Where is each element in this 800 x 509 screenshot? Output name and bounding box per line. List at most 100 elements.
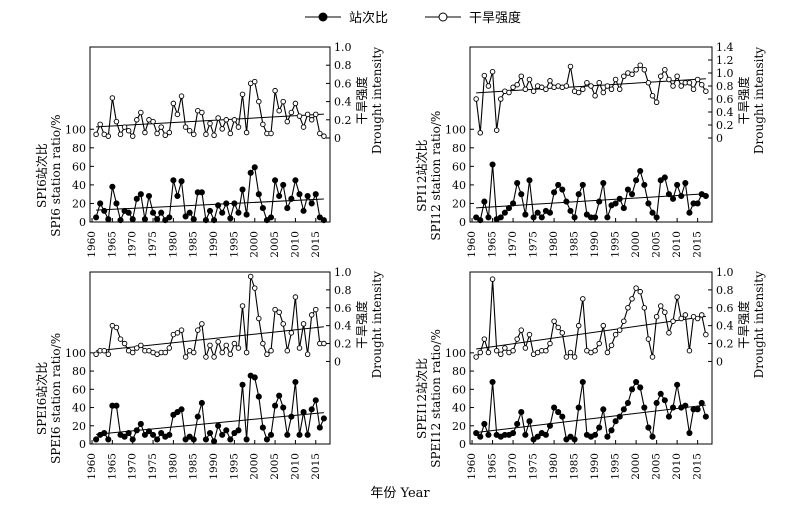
ratio-point: [267, 214, 275, 221]
ratio-point: [243, 436, 250, 443]
intensity-point: [571, 354, 578, 360]
ratio-point: [280, 404, 287, 411]
ratio-point: [316, 424, 323, 431]
ratio-point: [686, 209, 693, 216]
intensity-point: [674, 73, 680, 79]
intensity-point: [268, 130, 274, 137]
intensity-point: [694, 315, 701, 322]
x-tick-label: 2000: [630, 453, 642, 480]
intensity-point: [292, 100, 299, 107]
ratio-point: [137, 191, 144, 198]
intensity-point: [174, 111, 181, 118]
right-tick-label: 0.8: [334, 59, 352, 72]
intensity-point: [563, 83, 570, 89]
intensity-point: [514, 336, 520, 342]
left-tick-label: 40: [72, 402, 86, 415]
panel-spei12: 1960 1965 1970 1975 1980 1985 1990 1995 2000 2005…: [415, 266, 766, 480]
intensity-point: [559, 330, 566, 336]
ratio-point: [633, 177, 640, 184]
ratio-point: [698, 399, 705, 407]
x-tick-label: 1970: [127, 231, 139, 258]
intensity-point: [219, 126, 225, 132]
ratio-point: [526, 177, 533, 184]
ratio-point: [526, 418, 533, 425]
intensity-point: [313, 111, 319, 118]
right-tick-label: 0.8: [334, 284, 352, 297]
intensity-point: [567, 349, 574, 356]
series-line: [95, 80, 325, 138]
left-tick-label: 80: [452, 142, 466, 155]
ratio-point: [534, 433, 541, 440]
panel-spi6: 1960 1965 1970 1975 1980 1985 1990 1995 2000 2005…: [35, 41, 384, 258]
intensity-point: [138, 342, 144, 349]
intensity-point: [268, 347, 274, 354]
intensity-point: [231, 117, 238, 123]
intensity-point: [113, 118, 120, 125]
left-tick-label: 60: [452, 160, 466, 173]
intensity-point: [215, 339, 221, 345]
ratio-point: [575, 191, 582, 198]
ratio-point: [97, 200, 104, 207]
ratio-point: [485, 431, 492, 438]
intensity-point: [543, 347, 549, 354]
left-tick-label: 0: [459, 438, 466, 451]
ratio-point: [198, 399, 205, 407]
intensity-point: [296, 113, 303, 119]
ratio-point: [583, 211, 590, 218]
intensity-point: [239, 91, 246, 98]
x-tick-label: 1990: [589, 231, 601, 258]
x-tick-label: 1980: [548, 231, 560, 258]
x-tick-label: 1980: [167, 231, 179, 258]
ratio-point: [481, 198, 488, 205]
ratio-point: [288, 413, 295, 420]
intensity-point: [510, 84, 516, 91]
intensity-point: [260, 121, 266, 128]
x-tick-label: 2015: [310, 231, 322, 258]
intensity-point: [633, 285, 639, 291]
intensity-point: [154, 130, 160, 137]
ratio-point: [202, 217, 209, 224]
x-tick-label: 1960: [86, 453, 98, 480]
ratio-point: [624, 399, 631, 407]
left-tick-label: 40: [72, 179, 86, 192]
right-tick-label: 1.0: [334, 41, 352, 54]
right-axis-title: Drought intensity: [752, 47, 766, 154]
left-tick-label: 40: [452, 402, 466, 415]
intensity-point: [530, 88, 537, 94]
ratio-point: [255, 393, 262, 400]
intensity-point: [199, 321, 205, 327]
intensity-point: [207, 342, 213, 349]
ratio-point: [320, 415, 327, 422]
ratio-point: [215, 202, 222, 209]
intensity-point: [600, 89, 607, 96]
ratio-point: [166, 431, 173, 438]
ratio-point: [633, 378, 640, 386]
intensity-point: [596, 340, 602, 347]
left-tick-label: 80: [452, 365, 466, 378]
ratio-point: [641, 404, 648, 411]
right-tick-label: 1.2: [716, 54, 734, 67]
intensity-point: [251, 78, 258, 85]
intensity-point: [211, 132, 217, 139]
intensity-point: [575, 89, 582, 96]
left-tick-label: 20: [72, 197, 86, 210]
intensity-point: [518, 73, 525, 79]
intensity-point: [481, 72, 488, 79]
series-line: [475, 279, 707, 359]
intensity-point: [182, 354, 189, 360]
left-tick-label: 60: [452, 383, 466, 396]
ratio-point: [178, 178, 185, 185]
intensity-point: [203, 131, 209, 138]
ratio-point: [117, 217, 124, 224]
intensity-point: [616, 86, 623, 92]
ratio-point: [661, 174, 668, 181]
x-tick-label: 2010: [671, 453, 683, 480]
intensity-point: [215, 115, 221, 121]
ratio-point: [653, 399, 660, 407]
ratio-point: [612, 200, 619, 207]
series-drought-intensity: [93, 78, 327, 139]
ratio-point: [215, 422, 222, 429]
ratio-point: [485, 214, 492, 221]
trend-line: [96, 113, 324, 128]
intensity-point: [510, 347, 516, 354]
